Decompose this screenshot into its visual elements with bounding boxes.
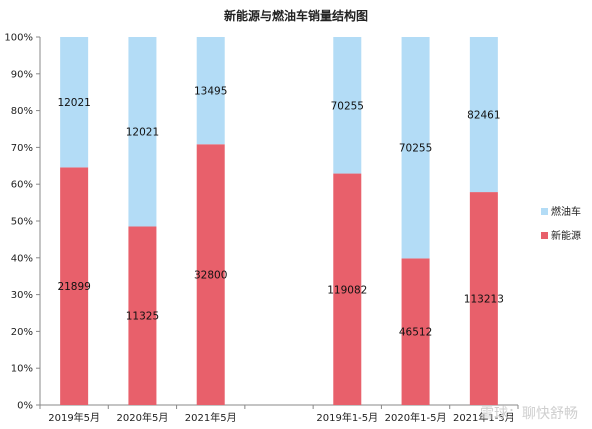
bar-segment-ranyouche: [128, 37, 157, 227]
bar-segment-xinnengyuan: [333, 173, 362, 405]
y-tick-label: 0%: [17, 401, 33, 412]
data-labels: 21899 12021 11325 12021 32800 13495 119082 7025…: [57, 86, 503, 339]
y-tick-label: 40%: [11, 253, 33, 264]
y-tick-label: 90%: [11, 69, 33, 80]
data-label-xinnengyuan: 113213: [464, 294, 504, 306]
y-tick-label: 50%: [11, 217, 33, 228]
x-tick-label: 2019年5月: [48, 411, 100, 424]
y-tick-label: 30%: [11, 290, 33, 301]
data-label-ranyouche: 70255: [399, 143, 432, 155]
data-label-xinnengyuan: 21899: [57, 281, 90, 293]
x-tick-label: 2020年5月: [117, 411, 169, 424]
data-label-xinnengyuan: 32800: [194, 270, 227, 282]
bar-segment-ranyouche: [333, 37, 362, 174]
bar-segment-xinnengyuan: [196, 144, 225, 405]
bar-segment-xinnengyuan: [469, 192, 498, 405]
data-label-ranyouche: 82461: [467, 110, 500, 122]
legend-swatch: [541, 208, 548, 215]
y-tick-label: 100%: [4, 33, 33, 44]
bar-segment-xinnengyuan: [401, 258, 430, 405]
bar-segment-ranyouche: [401, 37, 430, 259]
watermark: 雪球：聊快舒畅: [480, 406, 578, 422]
data-label-xinnengyuan: 119082: [327, 284, 367, 296]
y-tick-label: 20%: [11, 327, 33, 338]
legend-label: 新能源: [551, 229, 581, 242]
axes: 0% 10% 20% 30% 40% 50% 60% 70% 80% 90% 100% 2019年5月…: [4, 33, 519, 424]
bars: [60, 37, 498, 405]
y-tick-label: 10%: [11, 364, 33, 375]
data-label-xinnengyuan: 46512: [399, 327, 432, 339]
data-label-ranyouche: 70255: [331, 100, 364, 112]
data-label-ranyouche: 12021: [57, 97, 90, 109]
x-tick-label: 2019年1-5月: [316, 411, 378, 424]
bar-segment-ranyouche: [196, 37, 225, 145]
bar-segment-xinnengyuan: [128, 226, 157, 405]
data-label-ranyouche: 12021: [126, 127, 159, 139]
legend-swatch: [541, 232, 548, 239]
bar-segment-ranyouche: [60, 37, 89, 168]
x-tick-label: 2021年5月: [185, 411, 237, 424]
y-tick-label: 70%: [11, 143, 33, 154]
data-label-ranyouche: 13495: [194, 86, 227, 98]
chart-title: 新能源与燃油车销量结构图: [224, 8, 368, 23]
bar-segment-xinnengyuan: [60, 167, 89, 405]
x-tick-label: 2020年1-5月: [385, 411, 447, 424]
y-tick-label: 60%: [11, 180, 33, 191]
bar-segment-ranyouche: [469, 37, 498, 193]
data-label-xinnengyuan: 11325: [126, 311, 159, 323]
y-tick-label: 80%: [11, 106, 33, 117]
x-tick-label: 2021年1-5月: [453, 411, 515, 424]
legend-label: 燃油车: [551, 205, 581, 218]
